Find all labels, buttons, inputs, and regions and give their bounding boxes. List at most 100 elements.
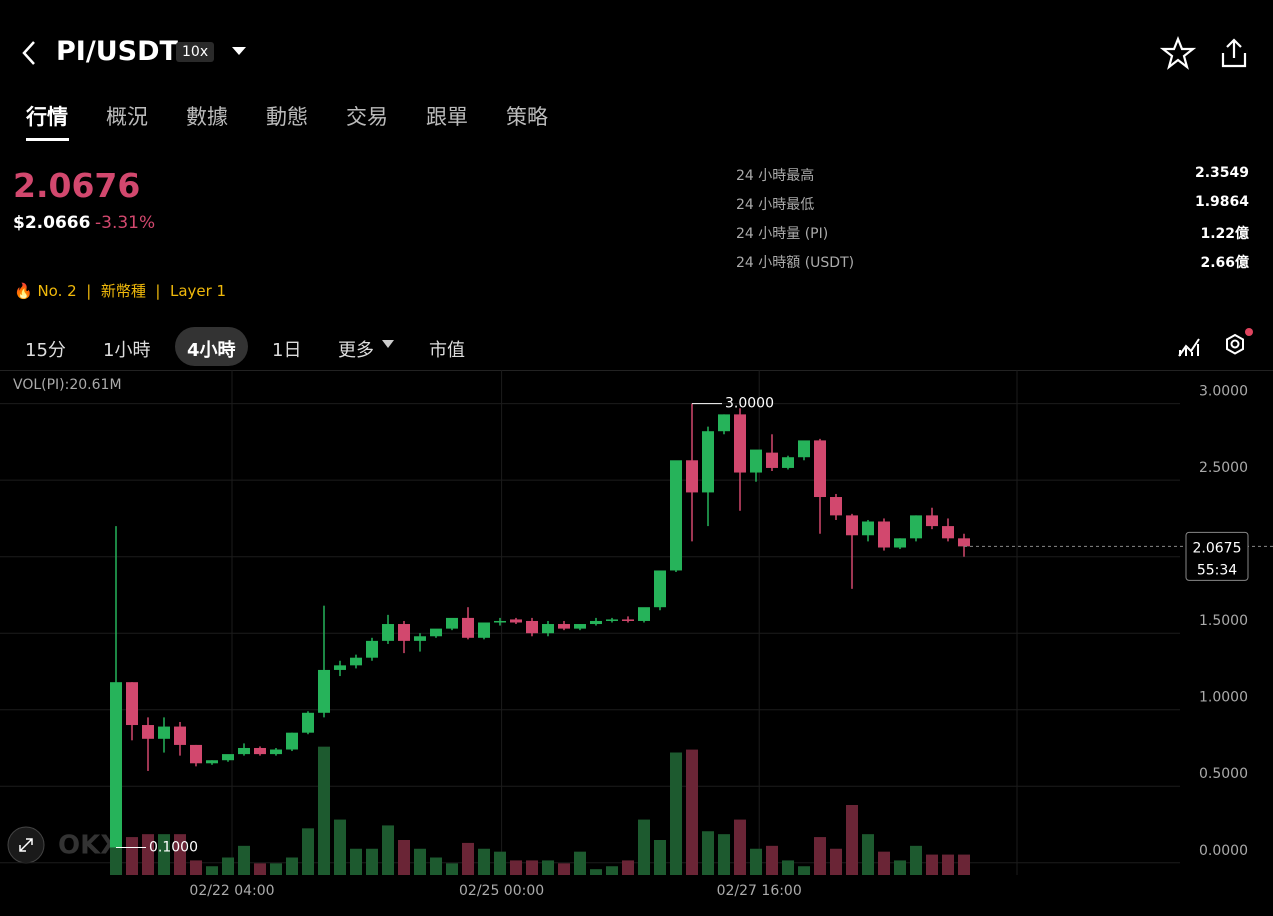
stat-label: 24 小時額 (USDT) — [736, 255, 855, 271]
tab[interactable]: 跟單 — [426, 105, 468, 129]
volume-bar — [174, 834, 186, 875]
share[interactable] — [1218, 36, 1250, 70]
last-price-label: 2.0675 — [1193, 540, 1242, 556]
volume-bar — [846, 805, 858, 875]
volume-bar — [750, 848, 762, 875]
interval[interactable]: 市值 — [429, 340, 465, 361]
dropdown-arrow — [382, 340, 394, 348]
volume-bar — [910, 845, 922, 875]
volume-bar — [718, 834, 730, 875]
favorite[interactable] — [1160, 36, 1196, 70]
candle-body — [558, 624, 570, 629]
tag: Layer 1 — [169, 282, 227, 300]
y-tick-label: 1.5000 — [1199, 613, 1248, 629]
candle-body — [590, 620, 602, 625]
volume-bar — [126, 837, 138, 875]
stat-label: 24 小時最低 — [736, 197, 815, 213]
tab[interactable]: 行情 — [26, 105, 68, 129]
volume-bar — [430, 857, 442, 875]
candle-body — [782, 457, 794, 468]
candle-body — [430, 628, 442, 637]
volume-bar — [286, 857, 298, 875]
volume-bar — [398, 840, 410, 875]
candle-body — [702, 431, 714, 493]
volume-bar — [926, 854, 938, 875]
dropdown[interactable] — [230, 44, 248, 58]
candle-body — [830, 497, 842, 516]
volume-bar — [446, 863, 458, 875]
volume-bar — [206, 866, 218, 875]
candle-body — [462, 617, 474, 638]
candle-body — [766, 452, 778, 468]
back-button[interactable] — [18, 38, 40, 68]
tab[interactable]: 策略 — [506, 105, 548, 129]
interval-active-bg — [175, 327, 248, 366]
tag: No. 2 — [37, 282, 77, 300]
candle-body — [654, 570, 666, 608]
volume-bar — [830, 848, 842, 875]
volume-bar — [558, 863, 570, 875]
candle-body — [158, 726, 170, 739]
tag: 新幣種 — [100, 282, 146, 300]
candle-body — [670, 460, 682, 571]
interval[interactable]: 1小時 — [103, 340, 151, 361]
candle-body — [270, 749, 282, 755]
usd-price: $2.0666 — [13, 213, 91, 233]
tab[interactable]: 概況 — [106, 105, 148, 129]
candle-body — [878, 521, 890, 548]
tab[interactable]: 數據 — [186, 105, 228, 129]
tab[interactable]: 交易 — [346, 105, 388, 129]
volume-bar — [382, 825, 394, 875]
candle-body — [190, 744, 202, 764]
candle-body — [926, 515, 938, 527]
candle-body — [734, 414, 746, 473]
volume-bar — [654, 840, 666, 875]
volume-bar — [414, 848, 426, 875]
candle-body — [526, 620, 538, 634]
interval[interactable]: 1日 — [272, 340, 302, 361]
volume-bar — [686, 749, 698, 875]
settings-button[interactable] — [1220, 326, 1256, 362]
stat-value: 2.3549 — [1194, 165, 1249, 181]
interval[interactable]: 4小時 — [187, 340, 236, 361]
interval[interactable]: 15分 — [25, 340, 66, 361]
candle-body — [574, 624, 586, 629]
fullscreen-icon — [19, 838, 33, 852]
candle-body — [750, 449, 762, 473]
volume-bar — [366, 848, 378, 875]
y-tick-label: 3.0000 — [1199, 384, 1248, 400]
candle-body — [302, 712, 314, 733]
volume-bar — [334, 819, 346, 875]
chart: VOL(PI):20.61M OKX 3.00002.50002.00001.5… — [0, 370, 1273, 899]
volume-bar — [862, 834, 874, 875]
tab[interactable]: 動態 — [266, 105, 308, 129]
high-marker-label: 3.0000 — [725, 396, 774, 412]
stat-value: 1.22億 — [1200, 226, 1249, 242]
volume-bar — [142, 834, 154, 875]
x-tick-label: 02/25 00:00 — [459, 883, 544, 899]
volume-bar — [158, 834, 170, 875]
volume-bar — [222, 857, 234, 875]
volume-bar — [766, 845, 778, 875]
candle-body — [366, 640, 378, 658]
stat-value: 1.9864 — [1194, 194, 1249, 210]
interval[interactable]: 更多 — [338, 340, 374, 361]
volume-bar — [462, 842, 474, 875]
candle-body — [382, 624, 394, 641]
candle-body — [638, 607, 650, 621]
candle-body — [542, 624, 554, 634]
volume-label: VOL(PI):20.61M — [13, 377, 122, 393]
candle-body — [622, 619, 634, 621]
indicator-button[interactable] — [1176, 334, 1202, 360]
candle-body — [478, 622, 490, 638]
candle-body — [174, 726, 186, 745]
candle-body — [222, 754, 234, 761]
candle-body — [446, 617, 458, 629]
leverage: 10x — [176, 42, 215, 62]
volume-bar — [318, 746, 330, 875]
candle-body — [510, 619, 522, 623]
candle-body — [414, 636, 426, 641]
volume-bar — [190, 860, 202, 875]
last-price-box — [1185, 531, 1249, 581]
